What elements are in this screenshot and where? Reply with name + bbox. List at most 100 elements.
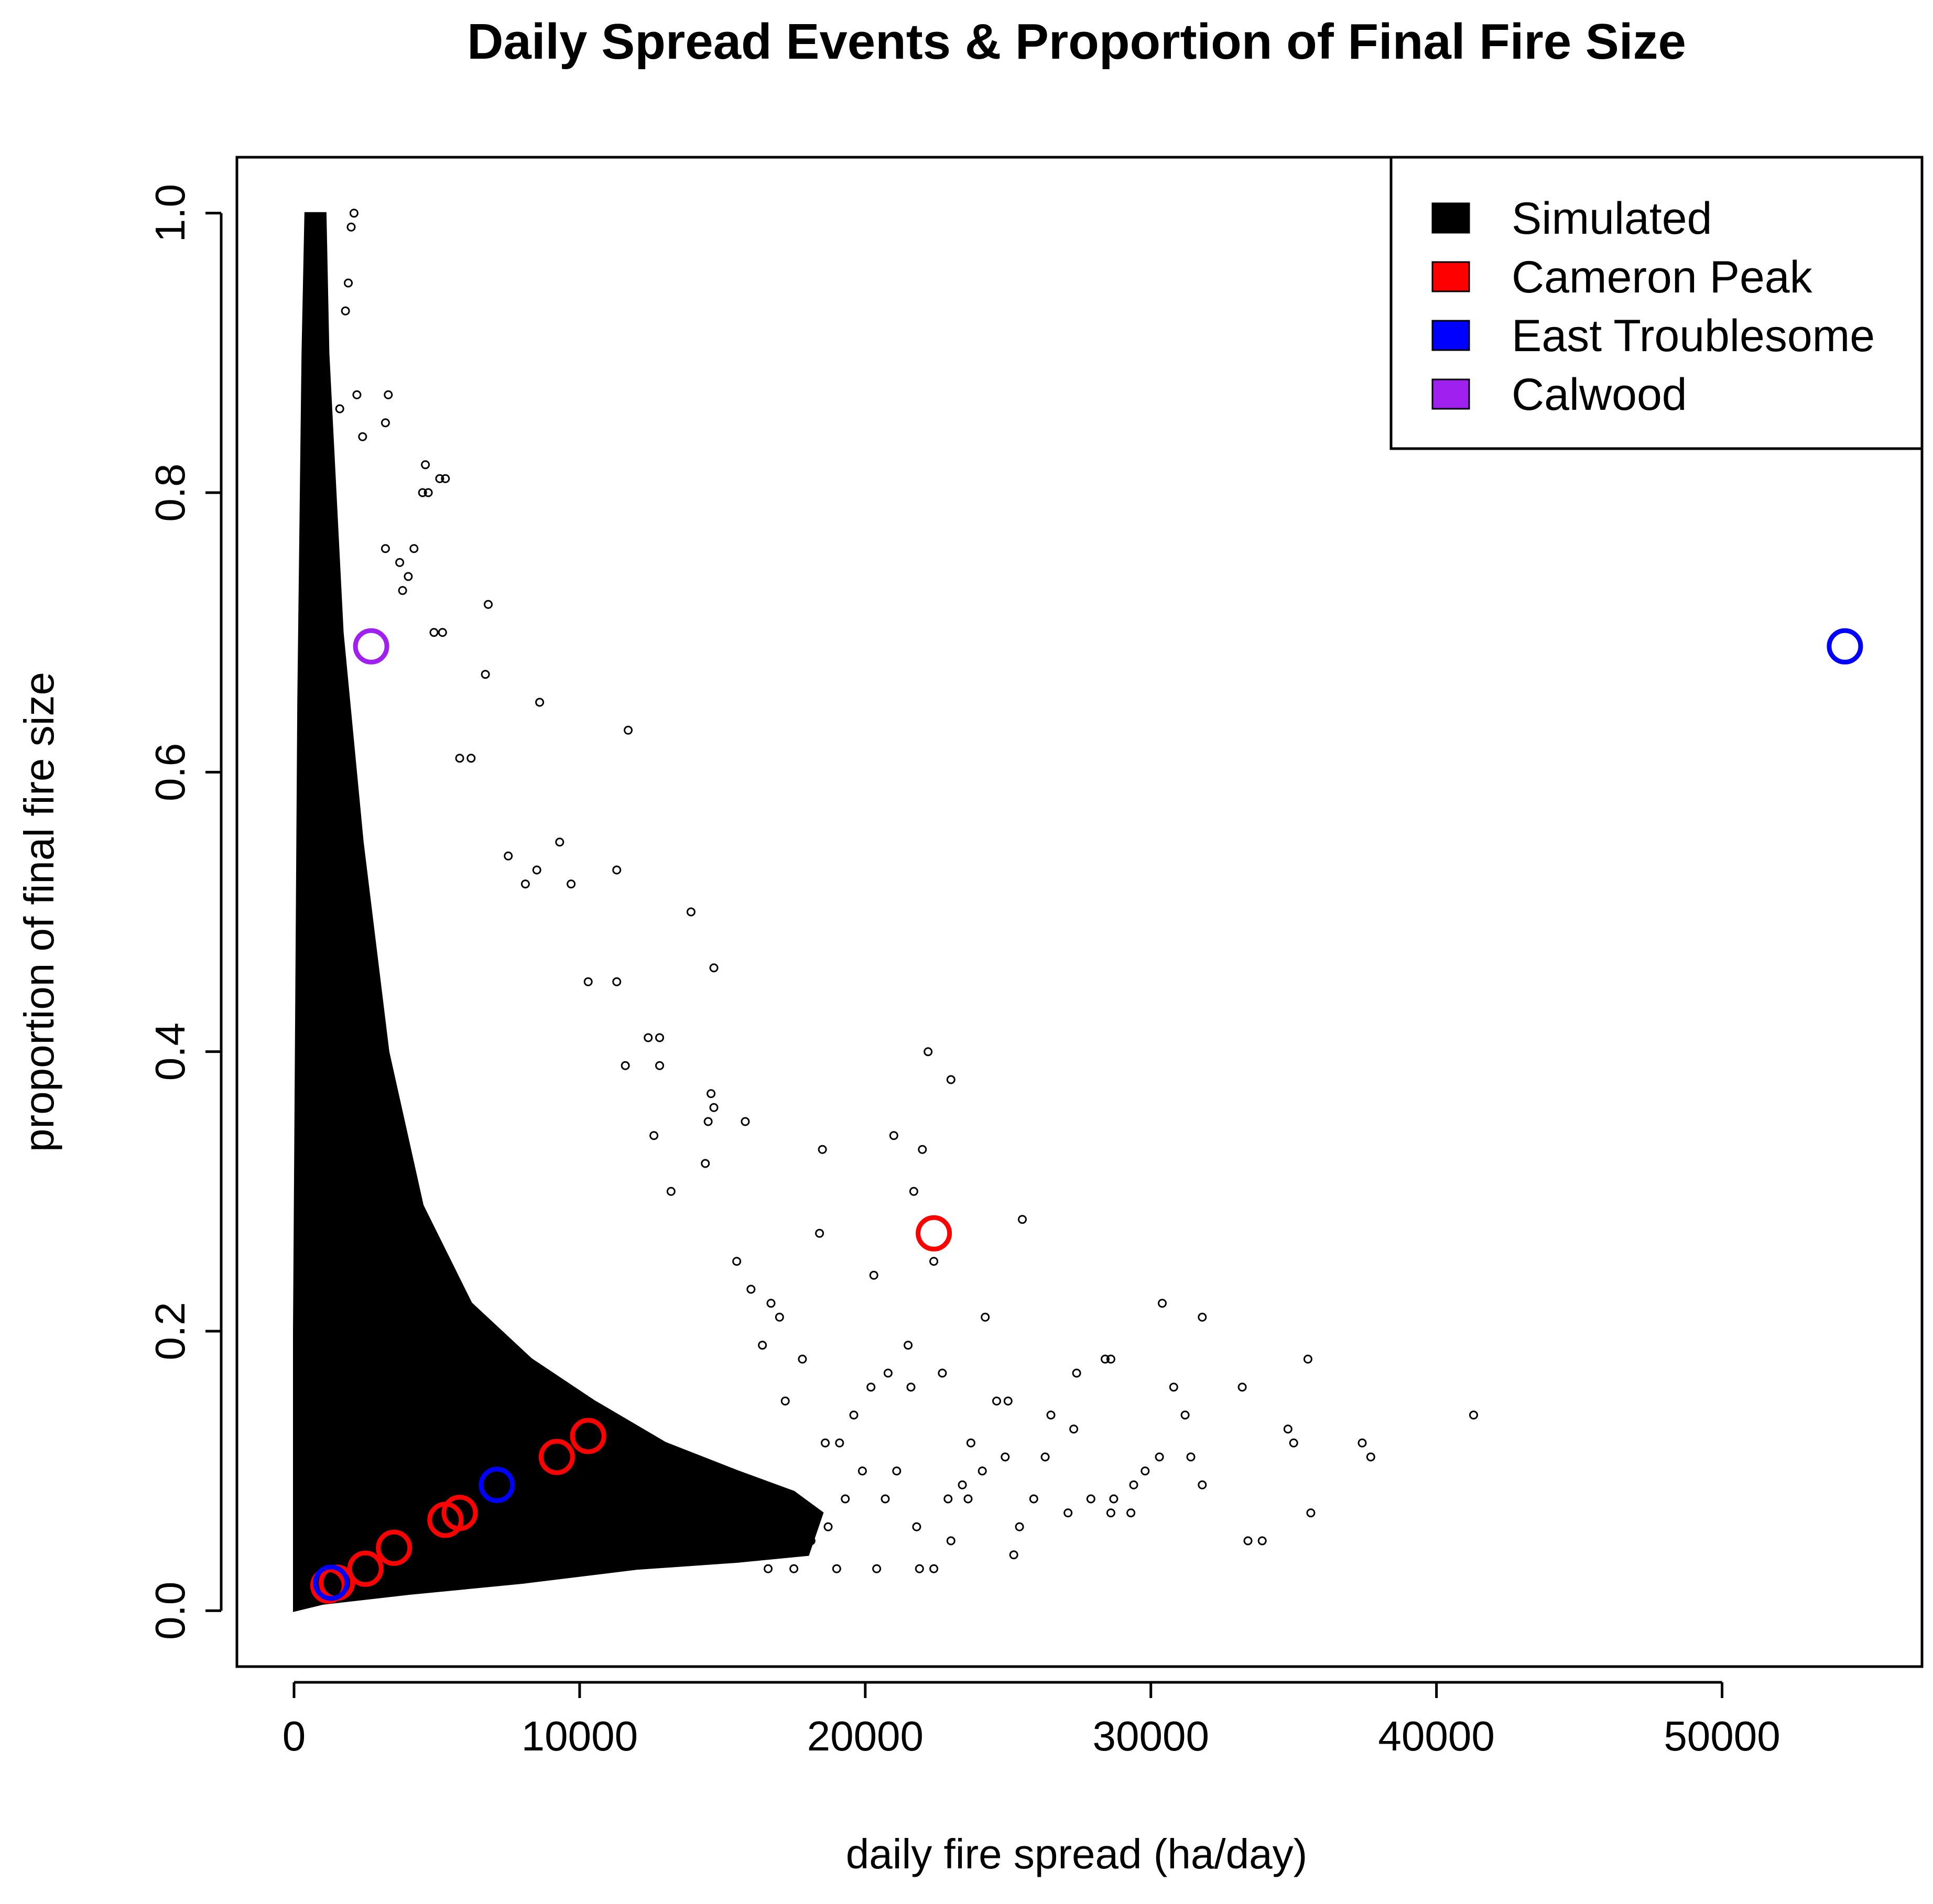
chart-title: Daily Spread Events & Proportion of Fina…: [467, 14, 1686, 70]
simulated-point-9: [421, 460, 430, 470]
simulated-point-55: [929, 1257, 939, 1266]
simulated-point-30: [555, 837, 564, 847]
simulated-point-19: [404, 572, 413, 581]
simulated-point-83: [1129, 1480, 1138, 1489]
simulated-point-69: [1069, 1424, 1079, 1434]
simulated-point-116: [758, 1341, 767, 1350]
simulated-point-92: [872, 1564, 882, 1573]
simulated-point-6: [358, 432, 367, 441]
simulated-point-113: [821, 1438, 830, 1448]
simulated-point-44: [701, 1159, 710, 1168]
simulated-point-48: [732, 1257, 742, 1266]
simulated-point-125: [795, 1522, 804, 1531]
simulated-points: [335, 209, 1478, 1573]
east-troublesome-point-0: [1827, 628, 1863, 665]
simulated-point-37: [621, 1061, 630, 1070]
simulated-point-91: [915, 1564, 924, 1573]
simulated-point-16: [398, 586, 407, 595]
cameron-peak-point-2: [538, 1439, 575, 1475]
simulated-point-110: [906, 1383, 916, 1392]
legend-label-east-troublesome: East Troublesome: [1512, 311, 1875, 361]
simulated-point-66: [1101, 1354, 1110, 1364]
simulated-point-90: [929, 1564, 939, 1573]
simulated-point-101: [1126, 1508, 1136, 1518]
simulated-point-100: [1106, 1508, 1115, 1518]
cameron-peak-point-0: [916, 1215, 952, 1252]
simulated-point-51: [924, 1047, 933, 1057]
simulated-point-98: [1306, 1508, 1316, 1518]
simulated-point-28: [520, 879, 530, 889]
simulated-point-120: [881, 1494, 890, 1504]
simulated-point-3: [341, 306, 350, 315]
y-tick-label-4: 0.8: [147, 463, 193, 521]
simulated-point-111: [849, 1410, 859, 1420]
simulated-point-104: [966, 1438, 975, 1448]
plot-frame: [235, 156, 1924, 1668]
simulated-point-18: [395, 558, 405, 567]
highlight-points: [310, 628, 1863, 1604]
simulated-point-106: [943, 1494, 953, 1504]
x-tick-label-1: 10000: [522, 1713, 638, 1759]
simulated-point-65: [1106, 1354, 1115, 1364]
legend-swatch-calwood: [1431, 378, 1470, 410]
simulated-point-117: [938, 1368, 947, 1378]
simulated-point-89: [946, 1536, 955, 1546]
x-tick-label-3: 30000: [1092, 1713, 1209, 1759]
simulated-point-78: [1469, 1410, 1478, 1420]
simulated-point-58: [1018, 1215, 1027, 1224]
simulated-point-81: [1155, 1452, 1164, 1462]
legend-label-calwood: Calwood: [1512, 369, 1687, 420]
simulated-point-75: [1289, 1438, 1298, 1448]
x-tick-label-5: 50000: [1664, 1713, 1780, 1759]
simulated-point-13: [418, 488, 427, 497]
east-troublesome-point-2: [313, 1564, 350, 1601]
simulated-point-54: [909, 1187, 918, 1196]
simulated-point-11: [441, 474, 450, 483]
simulated-point-114: [798, 1354, 807, 1364]
simulated-point-99: [1063, 1508, 1073, 1518]
simulated-point-33: [686, 907, 696, 917]
cameron-peak-point-8: [310, 1567, 346, 1604]
simulated-point-49: [818, 1145, 827, 1154]
simulated-point-79: [1186, 1452, 1196, 1462]
legend-swatch-east-troublesome: [1431, 320, 1470, 351]
legend-label-cameron-peak: Cameron Peak: [1512, 252, 1813, 302]
y-tick-label-2: 0.4: [147, 1022, 193, 1081]
cameron-peak-point-5: [376, 1529, 412, 1566]
simulated-point-93: [832, 1564, 841, 1573]
east-troublesome-point-1: [479, 1466, 515, 1503]
simulated-point-4: [352, 390, 362, 399]
simulated-point-118: [904, 1341, 913, 1350]
simulated-point-73: [1303, 1354, 1312, 1364]
simulated-point-95: [764, 1564, 773, 1573]
simulated-point-97: [1257, 1536, 1267, 1546]
simulated-point-124: [806, 1536, 816, 1546]
simulated-point-63: [1158, 1299, 1167, 1308]
simulated-point-42: [709, 1103, 719, 1112]
cameron-peak-point-4: [427, 1502, 464, 1538]
simulated-point-122: [841, 1494, 850, 1504]
simulated-point-102: [992, 1396, 1001, 1406]
simulated-point-62: [775, 1312, 784, 1322]
simulated-point-7: [384, 390, 393, 399]
legend-swatch-simulated: [1431, 202, 1470, 234]
simulated-point-34: [709, 963, 719, 973]
simulated-point-0: [349, 209, 359, 218]
simulated-point-39: [655, 1033, 664, 1042]
simulated-point-20: [429, 628, 439, 637]
legend-label-simulated: Simulated: [1512, 193, 1712, 244]
simulated-point-14: [409, 544, 419, 553]
simulated-point-59: [981, 1312, 990, 1322]
simulated-point-115: [780, 1396, 790, 1406]
simulated-point-85: [1086, 1494, 1095, 1504]
simulated-point-109: [883, 1368, 893, 1378]
simulated-point-26: [466, 754, 476, 763]
y-tick-label-3: 0.6: [147, 743, 193, 801]
simulated-point-27: [504, 851, 513, 861]
simulated-point-32: [612, 865, 622, 875]
simulated-point-94: [789, 1564, 799, 1573]
y-axis-label: proportion of final fire size: [16, 672, 62, 1152]
simulated-point-121: [857, 1466, 867, 1476]
simulated-point-103: [1003, 1396, 1013, 1406]
